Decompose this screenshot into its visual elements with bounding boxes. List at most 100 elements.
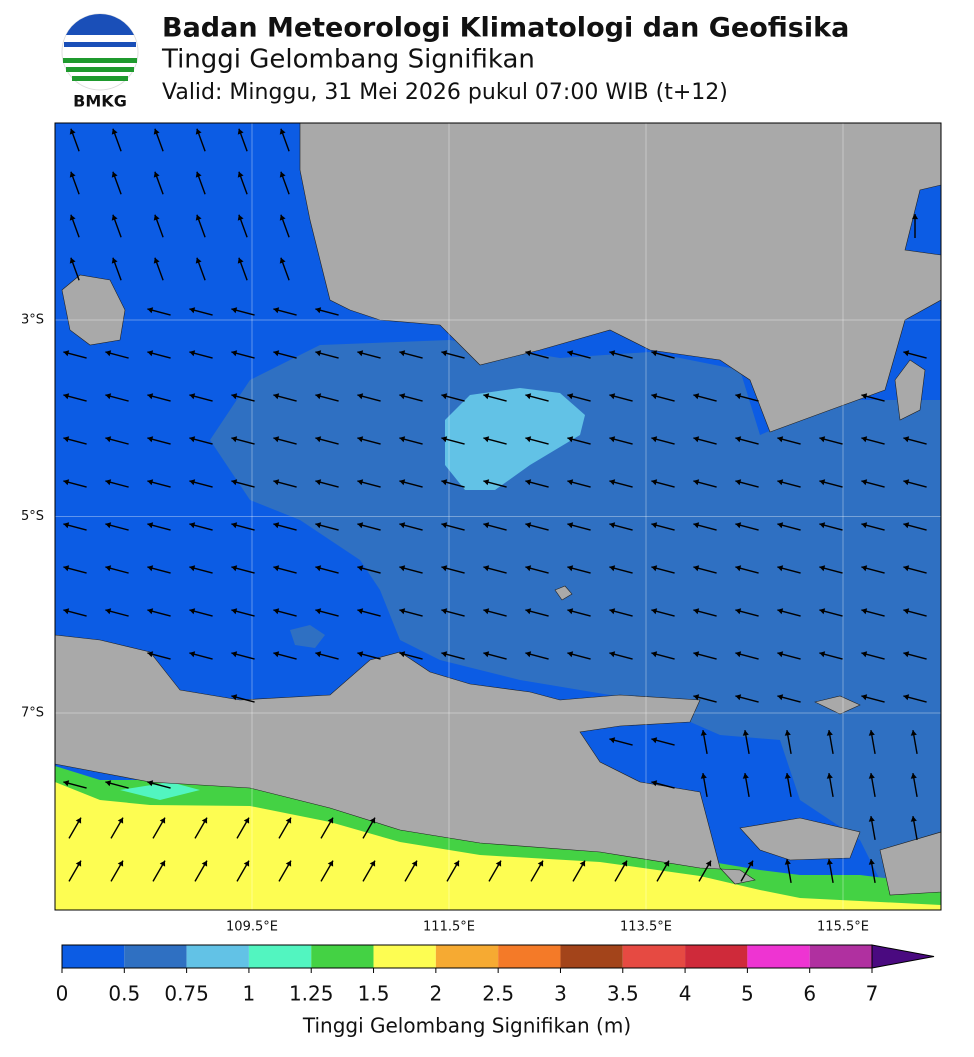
wave-arrow <box>63 350 87 359</box>
wave-arrow <box>111 214 122 238</box>
arrow-head <box>105 479 112 486</box>
wave-arrow <box>147 350 171 359</box>
arrow-head <box>609 436 616 443</box>
wave-arrow <box>567 565 591 574</box>
arrow-head <box>189 522 196 529</box>
arrow-head <box>111 257 118 264</box>
arrow-head <box>453 860 460 867</box>
arrow-head <box>315 479 322 486</box>
arrow-head <box>243 817 250 824</box>
arrow-head <box>231 393 238 400</box>
arrow-head <box>111 128 118 135</box>
wave-arrow <box>399 651 423 660</box>
wave-arrow <box>441 651 465 660</box>
arrow-head <box>567 565 574 572</box>
wave-arrow <box>399 350 423 359</box>
lon-label: 111.5°E <box>423 920 475 935</box>
arrow-head <box>69 214 76 221</box>
arrow-head <box>579 860 586 867</box>
arrow-head <box>147 651 154 658</box>
arrow-head <box>525 393 532 400</box>
wave-arrow <box>105 608 129 617</box>
arrow-head <box>567 479 574 486</box>
arrow-head <box>105 565 112 572</box>
colorbar-segment <box>560 945 623 968</box>
wave-arrow <box>530 860 544 882</box>
arrow-head <box>111 214 118 221</box>
wave-arrow <box>651 651 675 660</box>
arrow-head <box>525 651 532 658</box>
wave-arrow <box>441 436 465 445</box>
wave-arrow <box>910 816 918 840</box>
wave-arrow <box>903 479 927 488</box>
colorbar-segment <box>311 945 374 968</box>
arrow-head <box>357 651 364 658</box>
arrow-head <box>195 128 202 135</box>
wave-arrow <box>651 737 675 746</box>
arrow-head <box>369 860 376 867</box>
wave-arrow <box>525 651 549 660</box>
wave-arrow <box>152 860 166 882</box>
wave-arrow <box>441 393 465 402</box>
arrow-head <box>279 214 286 221</box>
wave-arrow <box>567 479 591 488</box>
arrow-head <box>231 651 238 658</box>
arrow-head <box>399 436 406 443</box>
arrow-head <box>735 608 742 615</box>
wave-arrow <box>525 436 549 445</box>
lat-label: 3°S <box>21 313 44 328</box>
wave-arrow <box>63 479 87 488</box>
wave-arrow <box>525 522 549 531</box>
wave-arrow <box>69 128 80 152</box>
arrow-head <box>189 393 196 400</box>
wave-arrow <box>237 171 248 195</box>
wave-arrow <box>525 565 549 574</box>
wave-arrow <box>819 479 843 488</box>
arrow-head <box>369 817 376 824</box>
wave-arrow <box>189 565 213 574</box>
lon-label: 113.5°E <box>620 920 672 935</box>
wave-arrow <box>693 565 717 574</box>
wave-arrow <box>399 608 423 617</box>
arrow-head <box>273 350 280 357</box>
logo: BMKG <box>61 13 139 111</box>
logo-stripe <box>63 58 137 63</box>
arrow-head <box>693 479 700 486</box>
wave-arrow <box>320 817 334 839</box>
wave-arrow <box>868 773 876 797</box>
arrow-head <box>903 479 910 486</box>
arrow-head <box>237 128 244 135</box>
wave-arrow <box>819 651 843 660</box>
arrow-head <box>784 730 791 736</box>
arrow-head <box>399 565 406 572</box>
wave-arrow <box>105 436 129 445</box>
wave-arrow <box>231 565 255 574</box>
arrow-head <box>273 565 280 572</box>
arrow-head <box>315 350 322 357</box>
wave-arrow <box>315 651 339 660</box>
wave-arrow <box>189 522 213 531</box>
arrow-head <box>567 350 574 357</box>
wave-arrow <box>231 307 255 316</box>
wave-arrow <box>441 565 465 574</box>
arrow-head <box>231 307 238 314</box>
wave-arrow <box>105 350 129 359</box>
wave-arrow <box>237 257 248 281</box>
arrow-head <box>861 522 868 529</box>
borneo <box>299 123 941 433</box>
wave-arrow <box>110 860 124 882</box>
wave-arrow <box>362 817 376 839</box>
wave-arrow <box>153 257 164 281</box>
wave-arrow <box>63 565 87 574</box>
wave-arrow <box>777 522 801 531</box>
wave-arrow <box>861 436 885 445</box>
arrow-head <box>651 780 658 787</box>
wave-arrow <box>903 651 927 660</box>
wave-arrow <box>195 214 206 238</box>
arrow-head <box>147 780 154 787</box>
wave-arrow <box>693 479 717 488</box>
wave-arrow <box>69 214 80 238</box>
arrow-head <box>567 608 574 615</box>
wave-arrow <box>777 608 801 617</box>
